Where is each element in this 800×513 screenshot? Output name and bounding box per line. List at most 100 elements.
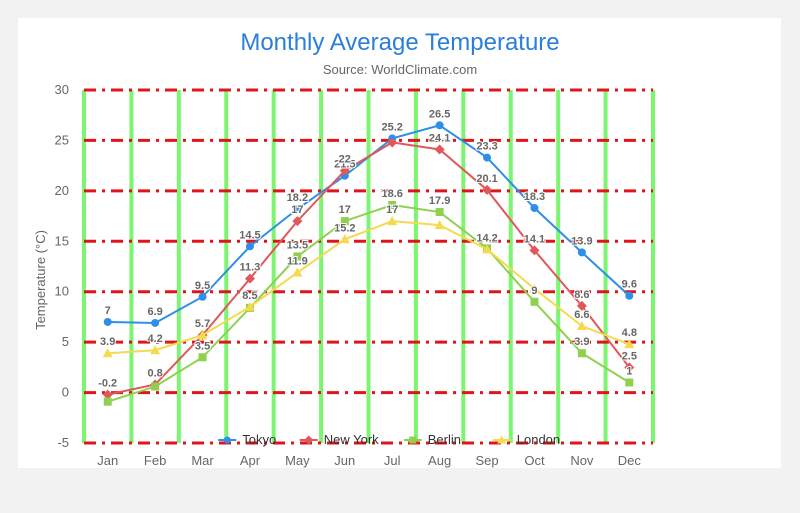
london-data-label: 8.5 [242, 290, 257, 302]
berlin-series-line [107, 203, 630, 403]
london-data-label: 3.9 [100, 336, 115, 348]
london-data-label: 4.8 [622, 327, 637, 339]
tokyo-point [151, 318, 160, 327]
new-york-data-label: 2.5 [622, 350, 637, 362]
x-tick-label: Aug [428, 453, 451, 468]
new-york-point [292, 216, 303, 227]
tokyo-point [293, 205, 302, 214]
data-labels: 7 6.99.514.518.221.525.226.523.318.313.99… [97, 107, 638, 390]
london-data-label: 17 [386, 204, 398, 216]
y-tick-label: 0 [62, 385, 69, 400]
london-point [387, 216, 398, 226]
london-point [482, 244, 493, 254]
new-york-data-label: 0.8 [147, 368, 162, 380]
series-lines [102, 121, 635, 406]
london-point [102, 348, 113, 358]
london-point [339, 234, 350, 244]
new-york-data-label: 8.6 [574, 289, 589, 301]
london-data-label: 5.7 [195, 318, 210, 330]
chart-card: Monthly Average Temperature Source: Worl… [18, 18, 781, 468]
new-york-point [102, 389, 113, 400]
x-tick-label: Jul [384, 453, 401, 468]
x-tick-label: May [285, 453, 310, 468]
chart-subtitle: Source: WorldClimate.com [323, 62, 477, 77]
tokyo-data-label: 9.5 [195, 280, 210, 292]
new-york-point [576, 300, 587, 311]
y-axis-ticks: -5 0 5 10 15 20 25 30 [55, 82, 69, 450]
berlin-data-label: 18.6 [381, 188, 402, 200]
new-york-data-label: 14.1 [524, 233, 545, 245]
london-point [150, 345, 161, 355]
berlin-point [530, 297, 539, 306]
london-series-line [107, 220, 630, 355]
london-data-label: 14.2 [476, 232, 497, 244]
new-york-point [624, 362, 635, 373]
legend-marker [497, 435, 507, 444]
legend-marker [304, 435, 314, 445]
tokyo-point [435, 121, 444, 130]
grid [82, 88, 655, 445]
london-point [197, 330, 208, 340]
berlin-data-label: 17.9 [429, 195, 450, 207]
tokyo-point [625, 291, 634, 300]
x-tick-label: Apr [240, 453, 261, 468]
berlin-data-label: 17 [339, 204, 351, 216]
new-york-data-label: 17 [291, 204, 303, 216]
new-york-data-label: 22 [339, 154, 351, 166]
tokyo-point [530, 204, 539, 213]
tokyo-data-label: 13.9 [571, 235, 592, 247]
new-york-point [387, 137, 398, 148]
y-axis-label: Temperature (°C) [33, 230, 48, 330]
line-chart: Monthly Average Temperature Source: Worl… [33, 29, 655, 468]
berlin-point [103, 397, 112, 406]
legend-item-london: London [492, 432, 560, 447]
london-point [529, 283, 540, 293]
new-york-point [482, 184, 493, 195]
x-tick-label: Jun [334, 453, 355, 468]
tokyo-data-label: 18.3 [524, 191, 545, 203]
london-point [576, 321, 587, 331]
y-tick-label: 20 [55, 183, 69, 198]
legend-marker [223, 436, 231, 444]
x-tick-label: Nov [570, 453, 594, 468]
tokyo-data-label: 26.5 [429, 108, 450, 120]
legend-label: Berlin [428, 432, 461, 447]
london-data-label: 4.2 [147, 333, 162, 345]
new-york-data-label: 20.1 [476, 173, 497, 185]
berlin-point [388, 200, 397, 209]
legend-item-new-york: New York [299, 432, 379, 447]
london-point [292, 267, 303, 277]
tokyo-data-label: 18.2 [287, 192, 308, 204]
y-tick-label: 10 [55, 284, 69, 299]
berlin-data-label: 3.9 [574, 336, 589, 348]
legend-item-berlin: Berlin [403, 432, 461, 447]
berlin-point [151, 382, 160, 391]
x-tick-label: Oct [524, 453, 545, 468]
x-tick-label: Mar [191, 453, 214, 468]
london-data-label: 6.6 [574, 309, 589, 321]
y-tick-label: 15 [55, 233, 69, 248]
tokyo-data-label: 14.5 [239, 229, 260, 241]
legend-label: London [517, 432, 560, 447]
berlin-point [198, 353, 207, 362]
tokyo-point [198, 292, 207, 301]
tokyo-data-label: 21.5 [334, 159, 355, 171]
berlin-point [435, 208, 444, 217]
tokyo-point [103, 317, 112, 326]
tokyo-data-label: 6.9 [147, 306, 162, 318]
y-tick-label: -5 [57, 435, 69, 450]
berlin-data-label: 13.5 [287, 239, 308, 251]
berlin-data-label: 3.5 [195, 340, 210, 352]
berlin-point [293, 252, 302, 261]
berlin-point [577, 349, 586, 358]
london-point [244, 301, 255, 311]
y-tick-label: 25 [55, 132, 69, 147]
legend-label: Tokyo [242, 432, 276, 447]
legend-marker [409, 436, 417, 444]
x-tick-label: Sep [475, 453, 498, 468]
tokyo-data-label: 9.6 [622, 279, 637, 291]
new-york-data-label: 24.1 [429, 133, 450, 145]
tokyo-point [577, 248, 586, 257]
tokyo-data-label: 7 [105, 305, 111, 317]
tokyo-data-label: 23.3 [476, 141, 497, 153]
